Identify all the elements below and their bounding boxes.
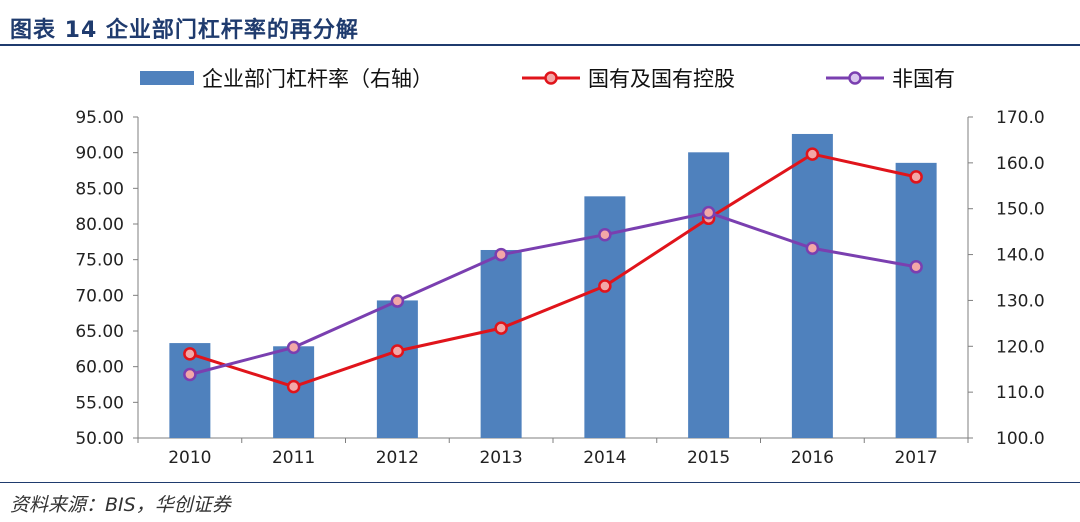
chart-legend: 企业部门杠杆率（右轴） 国有及国有控股 非国有 xyxy=(140,67,955,91)
x-axis-tick-label: 2011 xyxy=(272,448,315,468)
source-note: 资料来源：BIS，华创证券 xyxy=(10,494,231,516)
left-axis-tick-label: 55.00 xyxy=(75,393,124,413)
combo-chart: 企业部门杠杆率（右轴） 国有及国有控股 非国有 50.00 55.00 60.00 65.… xyxy=(75,67,1045,468)
non-state-point-2016 xyxy=(805,241,820,256)
non-state-line xyxy=(189,211,917,376)
non-state-point-2015 xyxy=(701,205,716,220)
bar-2017 xyxy=(895,162,937,438)
right-axis-tick-label: 120.0 xyxy=(996,337,1045,357)
bar-2012 xyxy=(376,300,418,438)
state-owned-point-2012 xyxy=(390,344,405,358)
bar-series xyxy=(169,133,937,438)
left-axis-tick-label: 80.00 xyxy=(75,215,124,235)
title-divider xyxy=(0,44,1080,46)
legend-marker-state xyxy=(544,71,558,85)
non-state-point-2012 xyxy=(390,294,405,308)
legend-label-state: 国有及国有控股 xyxy=(588,67,735,91)
legend-label-nonstate: 非国有 xyxy=(892,67,955,91)
non-state-point-2013 xyxy=(494,247,508,262)
legend-swatch-bar xyxy=(140,71,194,85)
x-axis-tick-label: 2016 xyxy=(791,448,834,468)
right-y-axis: 100.0 110.0 120.0 130.0 140.0 150.0 160.0 170.0 xyxy=(967,108,1045,449)
state-owned-point-2013 xyxy=(494,321,508,335)
left-axis-tick-label: 65.00 xyxy=(75,322,124,342)
state-owned-point-2010 xyxy=(183,347,197,361)
right-axis-tick-label: 140.0 xyxy=(996,246,1045,266)
left-axis-tick-label: 60.00 xyxy=(75,358,124,378)
right-axis-tick-label: 160.0 xyxy=(996,154,1045,174)
left-axis-tick-label: 50.00 xyxy=(75,429,124,449)
right-axis-tick-label: 150.0 xyxy=(996,200,1045,220)
legend-marker-nonstate xyxy=(848,71,862,85)
x-axis: 2010 2011 2012 2013 2014 2015 2016 2017 xyxy=(137,437,969,468)
state-owned-point-2011 xyxy=(286,379,301,394)
right-axis-tick-label: 130.0 xyxy=(996,291,1045,311)
state-owned-point-2014 xyxy=(598,279,612,293)
x-axis-tick-label: 2014 xyxy=(583,448,626,468)
bar-2016 xyxy=(791,133,833,438)
state-owned-line xyxy=(189,152,917,389)
figure-title: 图表 14 企业部门杠杆率的再分解 xyxy=(10,18,359,43)
x-axis-tick-label: 2010 xyxy=(168,448,211,468)
left-axis-tick-label: 85.00 xyxy=(75,179,124,199)
legend-label-leverage: 企业部门杠杆率（右轴） xyxy=(202,67,433,91)
left-y-axis: 50.00 55.00 60.00 65.00 70.00 75.00 80.00 85.00… xyxy=(75,108,139,449)
non-state-point-2017 xyxy=(909,260,923,274)
right-axis-tick-label: 170.0 xyxy=(996,108,1045,128)
state-owned-point-2016 xyxy=(805,147,820,161)
state-owned-point-2017 xyxy=(909,170,923,184)
right-axis-tick-label: 110.0 xyxy=(996,383,1045,403)
non-state-point-2014 xyxy=(598,227,612,242)
x-axis-tick-label: 2013 xyxy=(479,448,522,468)
non-state-point-2010 xyxy=(183,367,197,382)
left-axis-tick-label: 95.00 xyxy=(75,108,124,128)
source-divider xyxy=(0,482,1080,483)
x-axis-tick-label: 2017 xyxy=(894,448,937,468)
left-axis-tick-label: 70.00 xyxy=(75,286,124,306)
non-state-point-2011 xyxy=(286,340,301,355)
bar-2013 xyxy=(480,249,522,438)
left-axis-tick-label: 90.00 xyxy=(75,144,124,164)
bar-2015 xyxy=(688,152,730,438)
x-axis-tick-label: 2012 xyxy=(376,448,419,468)
line-series xyxy=(183,147,923,394)
x-axis-tick-label: 2015 xyxy=(687,448,730,468)
right-axis-tick-label: 100.0 xyxy=(996,429,1045,449)
left-axis-tick-label: 75.00 xyxy=(75,251,124,271)
